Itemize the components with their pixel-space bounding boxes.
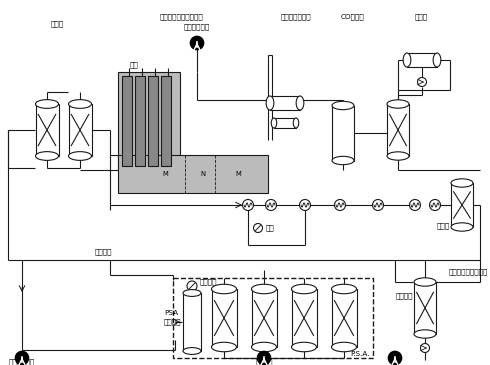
Text: 原料炭化水素: 原料炭化水素	[9, 358, 35, 365]
Text: PSA: PSA	[164, 310, 178, 316]
Circle shape	[266, 200, 276, 211]
Ellipse shape	[212, 342, 237, 352]
Bar	[292, 289, 317, 347]
Text: N: N	[200, 171, 205, 177]
Bar	[135, 76, 145, 166]
Text: 燃料: 燃料	[130, 61, 138, 68]
Bar	[414, 282, 436, 334]
Circle shape	[16, 351, 28, 365]
Circle shape	[417, 77, 426, 87]
Ellipse shape	[332, 342, 357, 352]
Ellipse shape	[212, 284, 237, 294]
Text: 製品水素: 製品水素	[255, 358, 273, 365]
Ellipse shape	[387, 152, 409, 160]
Bar	[161, 76, 171, 166]
Text: 循環水素: 循環水素	[200, 279, 218, 285]
Bar	[35, 104, 58, 156]
Text: スチームリフォーマー: スチームリフォーマー	[160, 13, 204, 20]
Bar	[69, 104, 92, 156]
Circle shape	[335, 200, 345, 211]
Ellipse shape	[293, 118, 299, 128]
Ellipse shape	[451, 179, 473, 187]
Ellipse shape	[414, 330, 436, 338]
Bar	[332, 289, 357, 347]
Text: M: M	[235, 171, 241, 177]
Circle shape	[253, 223, 263, 233]
Circle shape	[243, 200, 253, 211]
Text: 純水: 純水	[391, 358, 399, 365]
Ellipse shape	[451, 223, 473, 231]
Bar	[451, 183, 473, 227]
Circle shape	[191, 36, 203, 50]
Bar	[118, 72, 180, 172]
Bar	[270, 96, 300, 110]
Circle shape	[187, 281, 197, 291]
Ellipse shape	[251, 342, 276, 352]
Bar	[148, 76, 158, 166]
Bar	[118, 155, 268, 193]
Ellipse shape	[433, 53, 441, 67]
Text: コンデンセート回収: コンデンセート回収	[449, 269, 489, 275]
Ellipse shape	[332, 156, 354, 165]
Text: スチームドラム: スチームドラム	[281, 13, 311, 20]
Bar	[387, 104, 409, 156]
Ellipse shape	[332, 101, 354, 110]
Ellipse shape	[35, 151, 58, 160]
Ellipse shape	[69, 100, 92, 108]
Bar	[183, 293, 201, 351]
Ellipse shape	[35, 100, 58, 108]
Ellipse shape	[183, 347, 201, 354]
Ellipse shape	[251, 284, 276, 294]
Text: M: M	[162, 171, 168, 177]
Bar	[212, 289, 237, 347]
Ellipse shape	[292, 342, 317, 352]
Text: 冷却水: 冷却水	[437, 222, 449, 228]
Text: CO転化器: CO転化器	[340, 13, 364, 20]
Circle shape	[430, 200, 441, 211]
Text: 脱気器: 脱気器	[415, 13, 428, 20]
Text: スチーム: スチーム	[395, 293, 413, 299]
Bar	[332, 105, 354, 161]
Ellipse shape	[403, 53, 411, 67]
Text: 払出スチーム: 払出スチーム	[184, 23, 210, 30]
Text: P.S.A.: P.S.A.	[350, 351, 370, 357]
Circle shape	[258, 351, 270, 365]
Circle shape	[372, 200, 384, 211]
Circle shape	[420, 343, 430, 353]
Text: オフガス: オフガス	[164, 318, 181, 324]
Text: 脱硫器: 脱硫器	[50, 20, 64, 27]
Bar	[407, 53, 437, 67]
Ellipse shape	[387, 100, 409, 108]
Circle shape	[299, 200, 311, 211]
Ellipse shape	[292, 284, 317, 294]
Ellipse shape	[332, 284, 357, 294]
Circle shape	[410, 200, 420, 211]
Ellipse shape	[69, 151, 92, 160]
Text: 空気: 空気	[266, 225, 275, 231]
Ellipse shape	[183, 289, 201, 296]
Bar	[251, 289, 276, 347]
Bar	[173, 278, 373, 358]
Text: スチーム: スチーム	[94, 248, 112, 255]
Ellipse shape	[414, 278, 436, 286]
Ellipse shape	[271, 118, 277, 128]
Bar	[274, 118, 296, 128]
Ellipse shape	[266, 96, 274, 110]
Ellipse shape	[296, 96, 304, 110]
Bar	[122, 76, 132, 166]
Circle shape	[389, 351, 401, 365]
